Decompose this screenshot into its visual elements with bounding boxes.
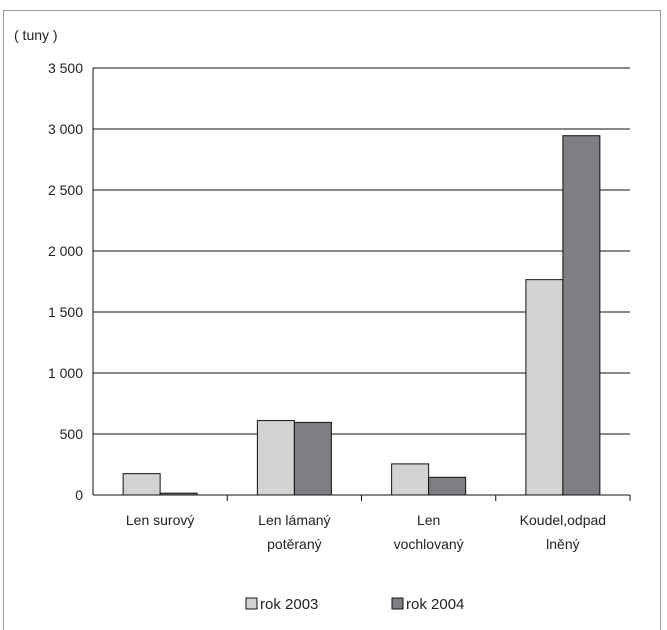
axes — [92, 68, 631, 501]
y-tick-label: 3 500 — [48, 60, 83, 76]
legend-swatch — [391, 597, 404, 610]
x-category-label: Len lámaný — [258, 512, 330, 528]
bar-rok-2004-1 — [293, 421, 332, 496]
y-tick-label: 3 000 — [48, 121, 83, 137]
bars — [122, 135, 601, 496]
x-category-label: Len surový — [126, 512, 194, 528]
x-category-labels: Len surový Len lámaný potěraný Len vochlovan… — [126, 512, 606, 552]
bar-rok-2003-0 — [122, 473, 161, 496]
legend: rok 2003 rok 2004 — [245, 596, 464, 613]
y-unit-label: ( tuny ) — [14, 27, 58, 43]
y-tick-label: 0 — [75, 487, 83, 503]
x-category-label: potěraný — [267, 536, 321, 552]
x-category-label: Len — [417, 512, 440, 528]
bar-rok-2003-2 — [391, 463, 430, 496]
y-tick-label: 1 500 — [48, 304, 83, 320]
bar-rok-2004-2 — [428, 476, 467, 496]
chart-frame — [3, 10, 661, 630]
y-tick-labels: 0 500 1 000 1 500 2 000 2 500 3 000 3 500 — [48, 60, 83, 503]
bar-rok-2003-3 — [525, 279, 564, 496]
y-tick-label: 1 000 — [48, 365, 83, 381]
gridlines — [93, 67, 630, 435]
x-category-label: lněný — [546, 536, 579, 552]
y-tick-label: 2 500 — [48, 182, 83, 198]
y-tick-label: 2 000 — [48, 243, 83, 259]
legend-label: rok 2004 — [406, 596, 464, 613]
bar-rok-2004-3 — [562, 135, 601, 496]
legend-swatch — [245, 597, 258, 610]
y-tick-label: 500 — [60, 426, 84, 442]
x-category-label: Koudel,odpad — [520, 512, 606, 528]
x-category-label: vochlovaný — [394, 536, 464, 552]
bar-rok-2003-1 — [256, 420, 295, 496]
legend-label: rok 2003 — [260, 596, 318, 613]
